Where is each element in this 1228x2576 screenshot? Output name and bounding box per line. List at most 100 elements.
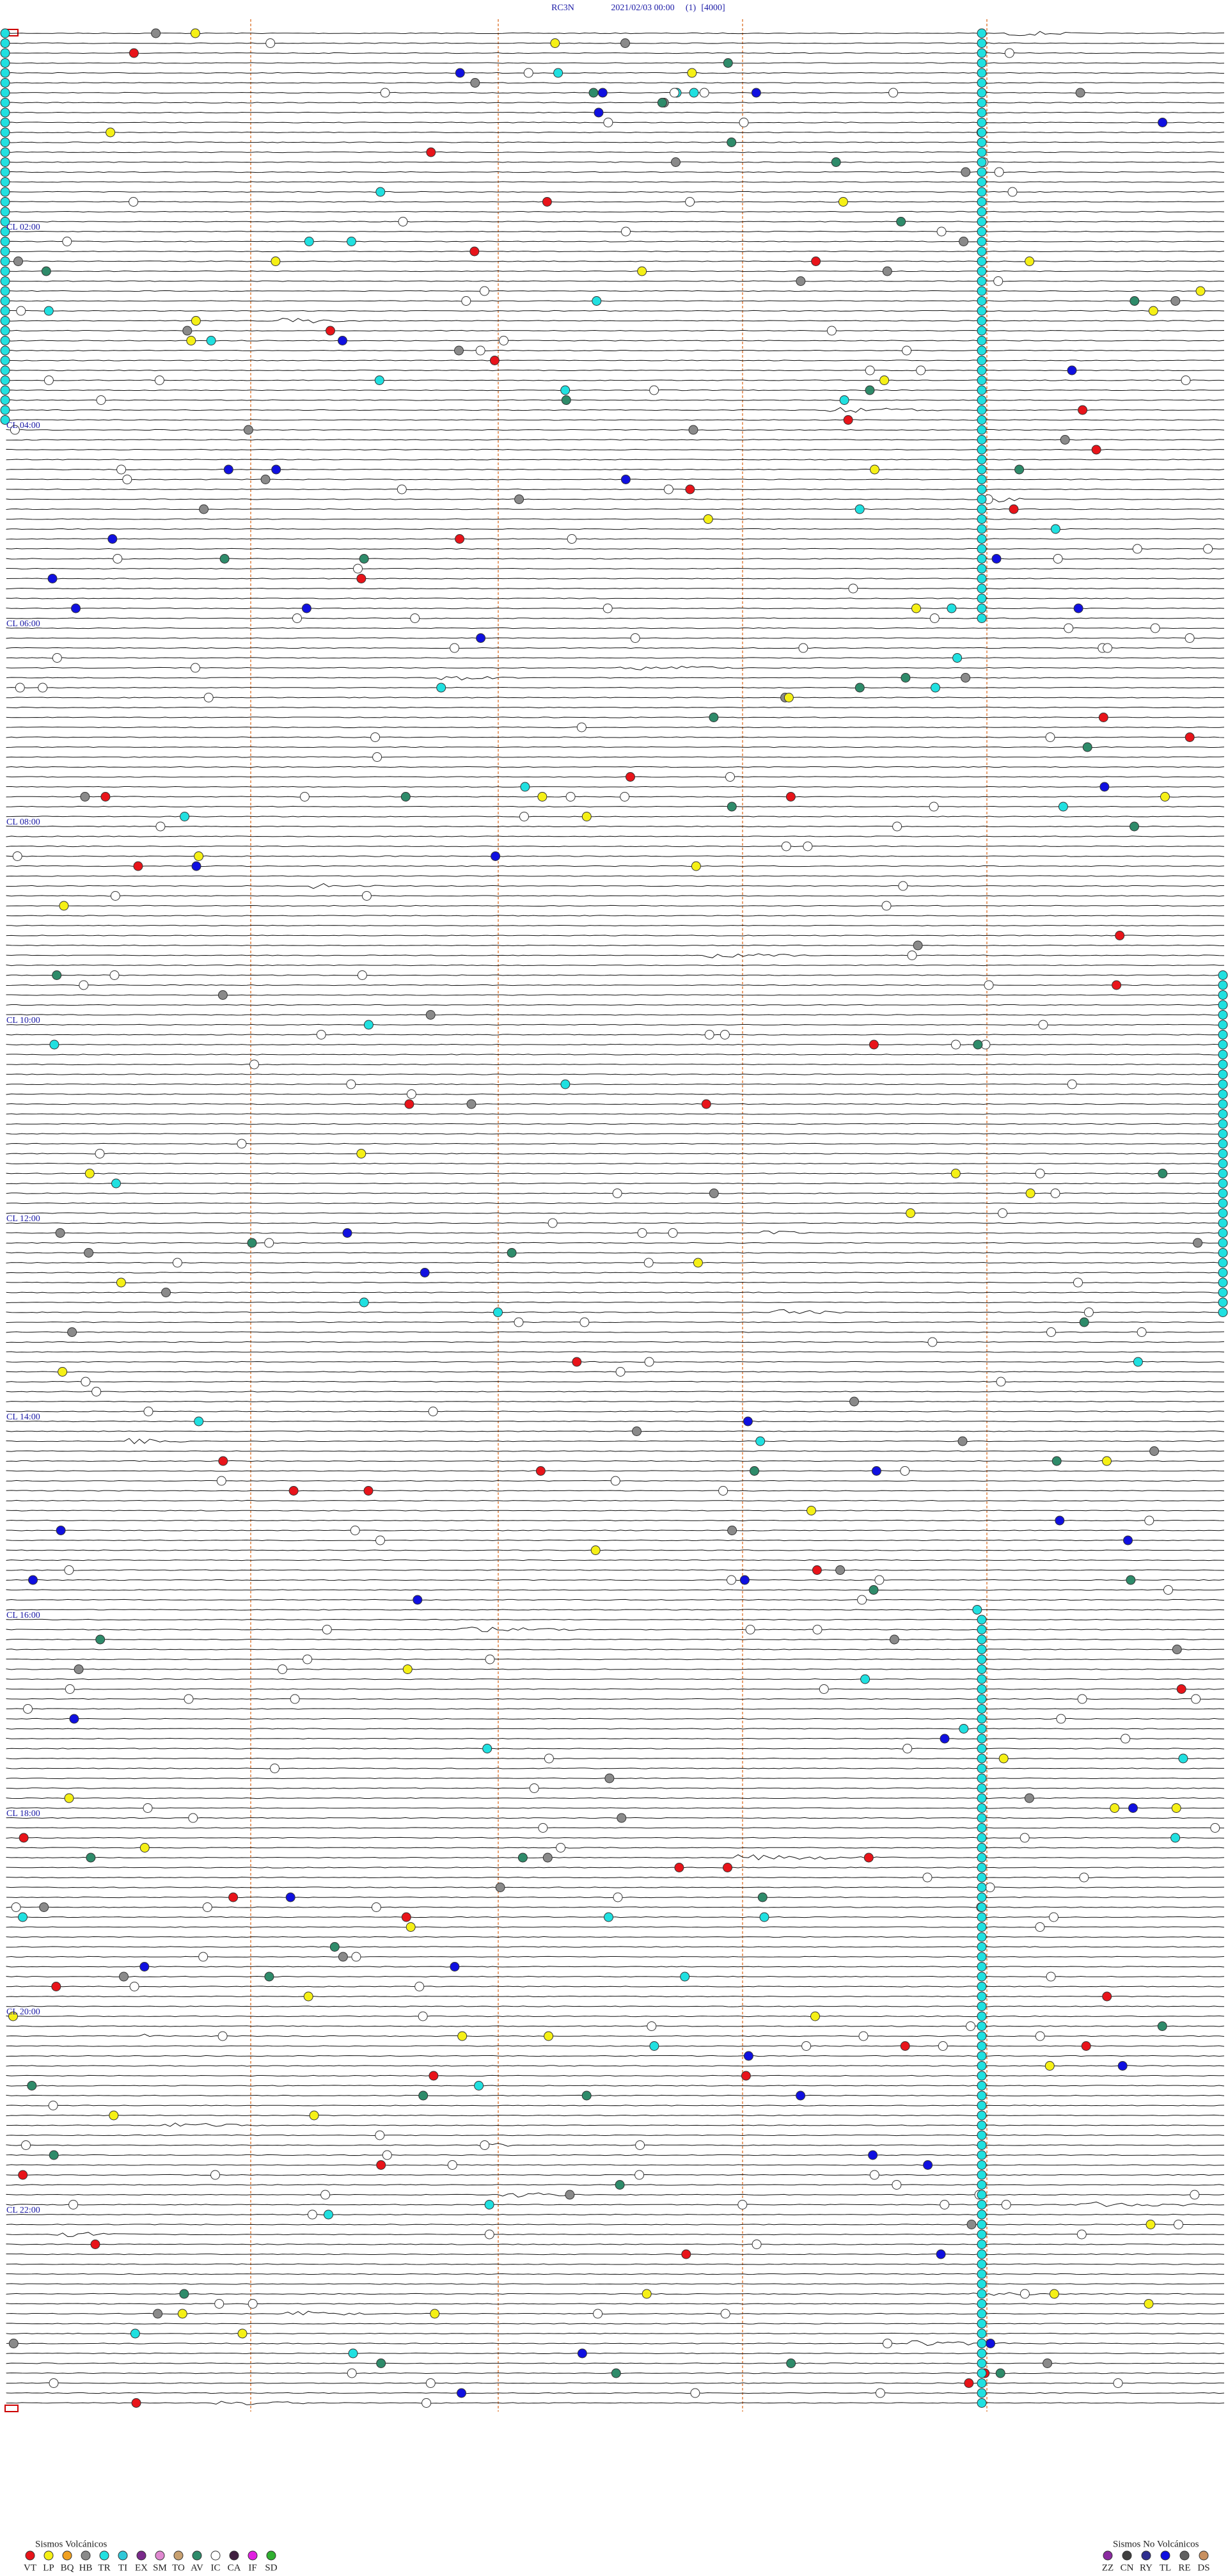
trace xyxy=(6,2273,1224,2275)
trace xyxy=(6,676,1225,681)
trace xyxy=(6,310,1225,312)
event-marker xyxy=(610,1476,620,1486)
event-marker xyxy=(811,257,821,266)
event-marker xyxy=(1218,1079,1228,1089)
event-marker xyxy=(907,951,917,960)
event-marker xyxy=(303,1654,313,1664)
event-marker xyxy=(480,2140,490,2150)
event-marker xyxy=(520,782,530,792)
event-marker xyxy=(670,88,679,98)
event-marker xyxy=(637,266,647,276)
event-marker xyxy=(0,375,10,385)
event-marker xyxy=(81,1377,91,1387)
trace xyxy=(6,915,1225,917)
event-marker xyxy=(429,2071,439,2081)
event-marker xyxy=(977,2031,987,2041)
event-marker xyxy=(796,276,806,286)
trace xyxy=(6,1599,1225,1601)
event-marker xyxy=(1126,1575,1136,1585)
trace xyxy=(6,1519,1225,1522)
event-marker xyxy=(428,1407,438,1416)
event-marker xyxy=(100,792,111,802)
event-marker xyxy=(122,475,132,484)
scale: [4000] xyxy=(701,3,725,13)
event-marker xyxy=(351,1952,361,1962)
event-marker xyxy=(1025,1189,1035,1198)
event-marker xyxy=(380,88,390,98)
trace xyxy=(6,1499,1225,1502)
event-marker xyxy=(977,1833,987,1843)
event-marker xyxy=(39,1902,49,1912)
event-marker xyxy=(0,28,10,38)
trace xyxy=(6,2143,1225,2147)
event-marker xyxy=(0,226,10,237)
event-marker xyxy=(961,167,971,177)
event-marker xyxy=(43,306,54,316)
hour-label: CL 10:00 xyxy=(6,1016,40,1025)
event-marker xyxy=(977,1744,987,1753)
event-marker xyxy=(348,2348,358,2359)
event-marker xyxy=(1019,2289,1030,2299)
trace xyxy=(6,984,1225,986)
event-marker xyxy=(49,2150,59,2160)
event-marker xyxy=(1067,365,1077,375)
event-marker xyxy=(977,494,987,504)
event-marker xyxy=(977,1952,987,1962)
event-marker xyxy=(977,2081,987,2090)
trace xyxy=(6,1054,1225,1055)
event-marker xyxy=(977,2279,987,2289)
trace xyxy=(6,1854,1225,1861)
event-marker xyxy=(264,1972,274,1982)
event-marker xyxy=(644,1357,654,1367)
event-marker xyxy=(91,1387,102,1396)
event-marker xyxy=(485,1654,495,1664)
event-marker xyxy=(0,138,10,147)
event-marker xyxy=(322,1625,332,1634)
event-marker xyxy=(219,554,230,564)
event-marker xyxy=(0,266,10,276)
event-marker xyxy=(977,147,987,157)
event-marker xyxy=(727,1526,737,1535)
event-marker xyxy=(739,118,749,127)
event-marker xyxy=(248,2299,258,2309)
trace xyxy=(6,766,1225,768)
event-marker xyxy=(480,286,489,296)
event-marker xyxy=(977,2359,987,2368)
event-marker xyxy=(1046,1327,1056,1337)
legend-label: LP xyxy=(43,2563,54,2573)
event-marker xyxy=(264,1238,274,1248)
event-marker xyxy=(514,494,524,504)
event-marker xyxy=(544,2031,554,2041)
event-marker xyxy=(977,78,987,88)
event-marker xyxy=(0,157,10,167)
event-marker xyxy=(1181,375,1191,385)
event-marker xyxy=(177,2309,187,2319)
event-marker xyxy=(350,1526,360,1535)
event-marker xyxy=(626,772,635,782)
legend-swatch xyxy=(62,2550,72,2561)
event-marker xyxy=(1218,1238,1228,1248)
event-marker xyxy=(755,1436,766,1446)
hour-label: CL 22:00 xyxy=(6,2206,40,2215)
event-marker xyxy=(951,1039,961,1050)
event-marker xyxy=(781,841,791,851)
hour-label: CL 18:00 xyxy=(6,1809,40,1819)
event-marker xyxy=(977,1843,987,1853)
event-marker xyxy=(65,1684,75,1694)
trace xyxy=(6,2224,1225,2225)
event-marker xyxy=(798,643,808,653)
event-marker xyxy=(139,1843,150,1853)
event-marker xyxy=(0,385,10,395)
legend-swatch xyxy=(25,2550,35,2561)
event-marker xyxy=(1064,623,1074,633)
event-marker xyxy=(977,1753,987,1764)
event-marker xyxy=(64,1793,74,1803)
legend-swatch xyxy=(173,2550,184,2561)
event-marker xyxy=(977,1883,987,1892)
legend-label: TR xyxy=(98,2563,110,2573)
legend-label: HB xyxy=(79,2563,93,2573)
legend-label: IF xyxy=(248,2563,256,2573)
event-marker xyxy=(940,2200,950,2209)
event-marker xyxy=(0,326,10,336)
